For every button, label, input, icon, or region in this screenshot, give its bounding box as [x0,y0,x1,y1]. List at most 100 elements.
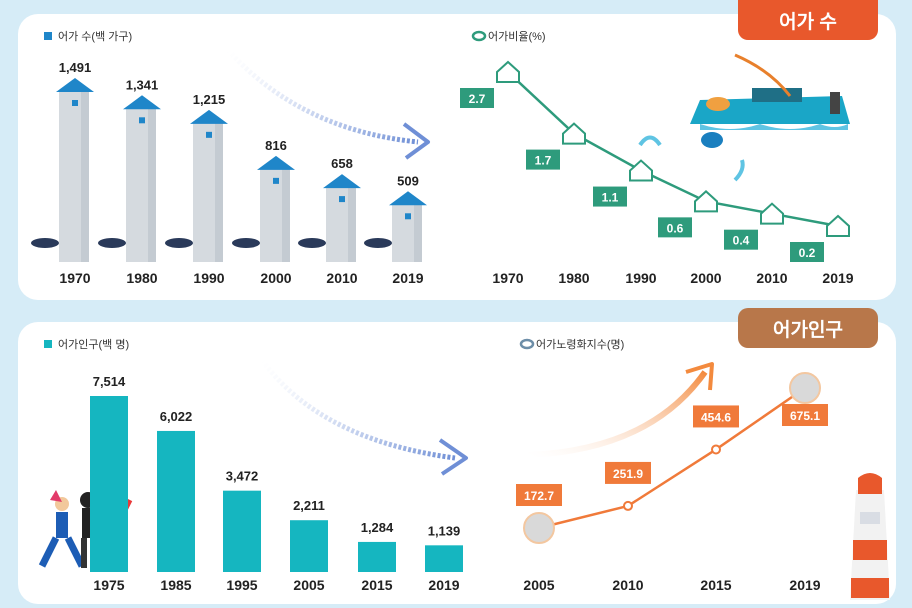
population-chart: 어가인구(백 명) 7,514 1975 6,022 1985 3,472 1995 2,21… [44,338,463,593]
x-tick-label: 2019 [392,270,423,286]
fish-icon [232,238,260,248]
x-tick-label: 2019 [789,577,820,593]
bar-shade [414,203,422,262]
bar [290,520,328,572]
x-tick-label: 2019 [822,270,853,286]
window-icon [206,131,212,138]
data-label: 1,341 [126,77,159,92]
households-chart: 어가 수(백 가구) 1,491 1970 1,341 1980 1,215 1990 816… [31,30,427,286]
label-box [516,484,562,506]
x-tick-label: 1990 [625,270,656,286]
house-marker-icon [629,159,653,182]
window-icon [405,213,411,220]
house-marker-icon [562,122,586,145]
data-label: 675.1 [790,409,820,423]
legend-swatch-2 [471,30,487,42]
bar [223,490,261,572]
series-line [538,386,806,530]
label-box [526,149,560,170]
label-box [693,405,739,428]
label-box [593,186,627,207]
x-tick-label: 2005 [523,577,554,593]
label-box [782,404,828,426]
data-label: 1,284 [361,520,394,535]
x-tick-label: 2015 [700,577,731,593]
data-label: 509 [397,173,419,188]
x-tick-label: 2019 [428,577,459,593]
fish-icon [98,238,126,248]
house-marker-icon [496,60,520,83]
bar [425,545,463,572]
household-ratio-chart: 어가비율(%) 2.7 1970 1.7 1980 1.1 1990 0.6 2000 0.4 20… [460,30,854,286]
population-ribbon: 어가인구 [738,308,878,348]
bar-shade [282,167,290,262]
fish-icon [31,238,59,248]
data-label: 1.1 [602,191,619,205]
legend-swatch-3 [44,340,52,348]
data-label: 2,211 [293,498,325,513]
elderly-face-icon [789,372,821,404]
house-marker-icon [760,202,784,225]
bar-shade [348,186,356,262]
house-roof-icon [323,174,361,189]
legend-swatch-1 [44,32,52,40]
x-tick-label: 2015 [361,577,392,593]
data-label: 6,022 [160,409,193,424]
label-box [605,461,651,484]
data-label: 0.4 [733,234,750,248]
households-ribbon: 어가 수 [738,0,878,40]
x-tick-label: 2010 [612,577,643,593]
legend-swatch-4 [519,338,535,350]
data-label: 454.6 [701,410,731,424]
data-point [711,444,721,455]
fishing-boat-illustration [638,53,850,182]
legend-label-4: 어가노령화지수(명) [536,338,624,351]
house-marker-icon [826,214,850,237]
house-roof-icon [389,191,427,206]
data-point [623,500,633,511]
bar-shade [81,90,89,262]
label-box [790,242,824,262]
window-icon [72,100,78,106]
bar [358,541,396,572]
house-roof-icon [123,95,161,110]
data-label: 172.7 [524,489,554,503]
x-tick-label: 1980 [126,270,157,286]
x-tick-label: 2000 [690,270,721,286]
decline-arrow-bottom [259,358,468,476]
data-label: 1,139 [428,523,461,538]
fish-icon [364,238,392,248]
decline-arrow-top [226,48,430,160]
increase-arrow [527,362,714,458]
data-label: 816 [265,138,287,153]
house-roof-icon [56,78,94,92]
x-tick-label: 1990 [193,270,224,286]
bar-shade [215,121,223,262]
legend-label-2: 어가비율(%) [488,30,546,43]
label-box [724,229,758,250]
lighthouse-illustration [850,473,890,600]
fish-icon [165,238,193,248]
x-tick-label: 1970 [59,270,90,286]
x-tick-label: 2000 [260,270,291,286]
aging-index-chart: 어가노령화지수(명) 172.7 2005 251.9 2010 454.6 2015 675… [516,338,828,593]
data-label: 1,215 [193,92,226,107]
data-label: 0.2 [799,246,816,260]
house-roof-icon [190,109,228,124]
window-icon [339,196,345,203]
data-label: 1.7 [535,154,552,168]
window-icon [139,117,145,124]
label-box [460,88,494,108]
x-tick-label: 2005 [293,577,324,593]
label-box [658,217,692,238]
x-tick-label: 1970 [492,270,523,286]
data-label: 3,472 [226,469,259,484]
data-label: 251.9 [613,467,643,481]
bar [90,396,128,572]
house-marker-icon [694,190,718,213]
data-label: 1,491 [59,60,92,75]
elderly-face-icon [523,512,555,544]
x-tick-label: 1995 [226,577,257,593]
x-tick-label: 2010 [326,270,357,286]
